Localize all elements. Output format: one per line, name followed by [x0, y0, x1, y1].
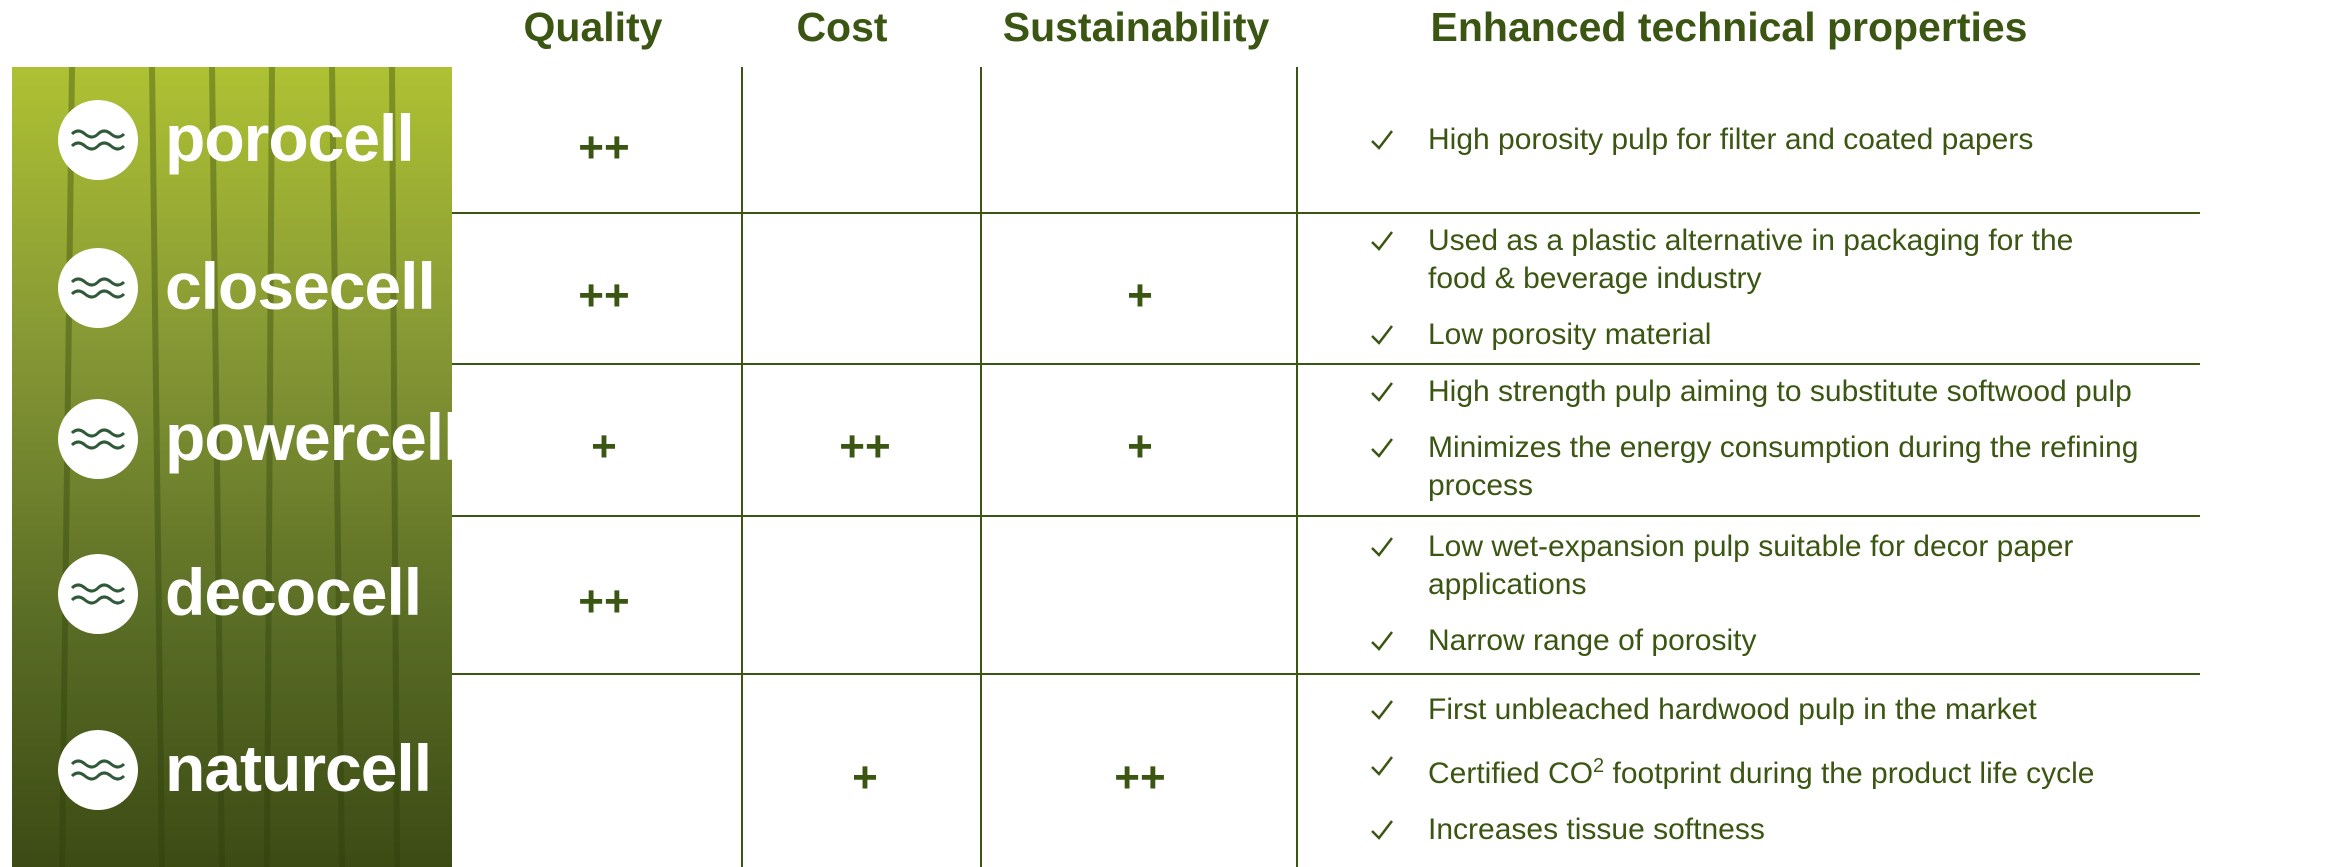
- property: High porosity pulp for filter and coated…: [1370, 121, 2033, 159]
- rating: ++: [1114, 753, 1166, 802]
- property-text: Minimizes the energy consumption during …: [1428, 431, 2139, 502]
- column-divider: [1296, 67, 1298, 867]
- column-header: Enhanced technical properties: [1430, 4, 2028, 50]
- rating: ++: [578, 122, 630, 172]
- property-text: Certified CO2 footprint during the produ…: [1428, 747, 2094, 793]
- property: Increases tissue softness: [1370, 811, 2094, 849]
- property-text: High strength pulp aiming to substitute …: [1428, 375, 2132, 408]
- column-divider: [980, 67, 982, 867]
- checkmark: [1371, 631, 1393, 651]
- rating: +: [1127, 422, 1153, 471]
- property: Minimizes the energy consumption during …: [1370, 429, 2228, 505]
- checkmark: [1371, 537, 1393, 557]
- product-icon: [58, 247, 138, 328]
- rating: +: [1127, 270, 1153, 320]
- product-name: naturcell: [165, 731, 432, 805]
- product-icon: [58, 99, 138, 180]
- column-header: Quality: [523, 4, 663, 50]
- property-text: High porosity pulp for filter and coated…: [1428, 122, 2034, 156]
- column-header: Cost: [796, 4, 888, 50]
- row-divider: [452, 673, 2200, 675]
- row-divider: [452, 515, 2200, 517]
- checkmark: [1371, 820, 1393, 840]
- property-text: Used as a plastic alternative in packagi…: [1428, 223, 2074, 295]
- property-text: Increases tissue softness: [1428, 813, 1765, 846]
- rating: +: [591, 422, 617, 471]
- property: High strength pulp aiming to substitute …: [1370, 373, 2228, 411]
- text: footprint during the product life cycle: [1604, 757, 2095, 790]
- rating: +: [852, 753, 878, 802]
- rating: ++: [578, 270, 630, 320]
- properties: First unbleached hardwood pulp in the ma…: [1370, 673, 2094, 867]
- forest-texture: [59, 67, 400, 867]
- product-name: decocell: [165, 555, 422, 629]
- row-divider: [452, 212, 2200, 214]
- product-name: powercell: [165, 400, 461, 474]
- product-name: porocell: [165, 100, 415, 175]
- property: Low porosity material: [1370, 316, 2128, 354]
- rating: ++: [578, 577, 630, 626]
- checkmark: [1371, 324, 1393, 345]
- properties: High porosity pulp for filter and coated…: [1370, 67, 2033, 212]
- properties: Used as a plastic alternative in packagi…: [1370, 212, 2128, 363]
- column-divider: [741, 67, 743, 867]
- property: Low wet-expansion pulp suitable for deco…: [1370, 528, 2228, 604]
- rating: ++: [839, 422, 891, 471]
- property-text: First unbleached hardwood pulp in the ma…: [1428, 693, 2037, 726]
- property: Certified CO2 footprint during the produ…: [1370, 747, 2094, 793]
- checkmark: [1371, 129, 1393, 150]
- property-text: Low porosity material: [1428, 317, 1712, 351]
- property: Used as a plastic alternative in packagi…: [1370, 222, 2128, 298]
- property: Narrow range of porosity: [1370, 622, 2228, 660]
- product-name: closecell: [165, 248, 436, 323]
- superscript: 2: [1593, 755, 1605, 777]
- product-icon: [58, 554, 138, 634]
- text: Certified CO: [1428, 757, 1594, 790]
- checkmark: [1371, 230, 1393, 251]
- properties: High strength pulp aiming to substitute …: [1370, 363, 2228, 515]
- row-divider: [452, 363, 2200, 365]
- checkmark: [1371, 756, 1393, 776]
- checkmark: [1371, 382, 1393, 402]
- product-icon: [58, 730, 138, 810]
- product-icon: [58, 399, 138, 479]
- checkmark: [1371, 700, 1393, 720]
- property: First unbleached hardwood pulp in the ma…: [1370, 691, 2094, 729]
- checkmark: [1371, 438, 1393, 458]
- properties: Low wet-expansion pulp suitable for deco…: [1370, 515, 2228, 673]
- column-header: Sustainability: [1002, 4, 1270, 50]
- property-text: Narrow range of porosity: [1428, 624, 1757, 657]
- property-text: Low wet-expansion pulp suitable for deco…: [1428, 530, 2074, 601]
